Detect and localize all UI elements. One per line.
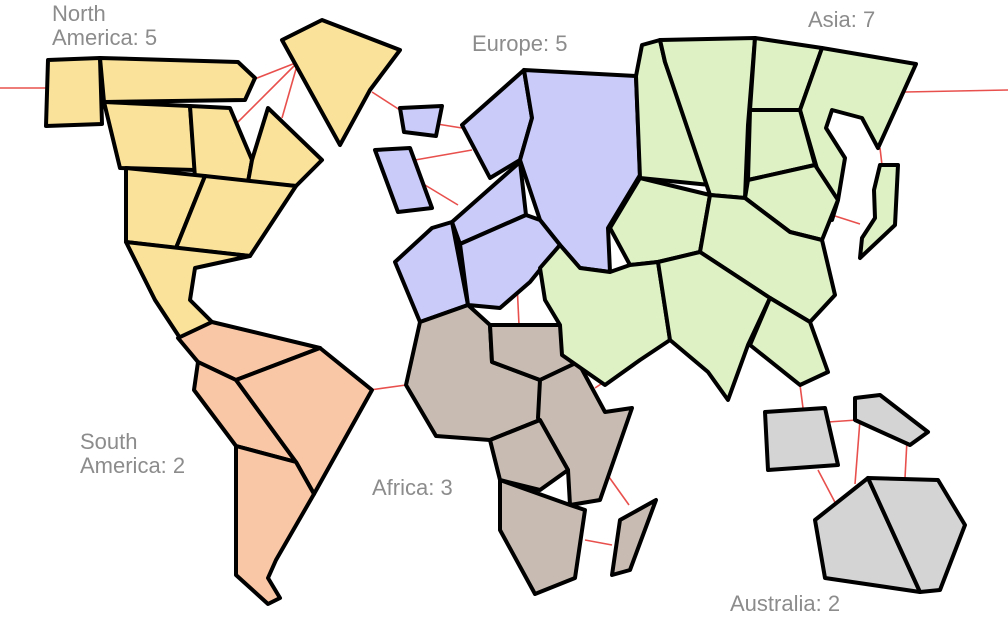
connection-line [904, 439, 908, 479]
territory-iceland[interactable] [398, 104, 444, 138]
territory-indonesia[interactable] [763, 406, 840, 472]
connection-line [369, 384, 407, 391]
australia-bonus: 2 [827, 591, 841, 616]
asia-bonus: 7 [863, 7, 876, 32]
connection-line [231, 61, 299, 129]
connection-line [436, 123, 463, 129]
connection-line [584, 539, 613, 546]
territory-argentina[interactable] [234, 444, 316, 606]
continent-label-australia: Australia: 2 [730, 591, 841, 616]
territory-siam[interactable] [748, 296, 830, 387]
continent-label-africa: Africa: 3 [372, 475, 453, 500]
continent-africa [404, 303, 658, 596]
australia-label-name: Australia [730, 591, 816, 616]
connection-line [827, 419, 858, 423]
connection-line [854, 419, 861, 485]
continent-south-america [176, 320, 374, 606]
territory-alberta[interactable] [102, 100, 197, 172]
territory-alaska[interactable] [44, 56, 104, 128]
europe-label-name: Europe [472, 31, 543, 56]
connection-lines [0, 61, 1008, 546]
connection-line [834, 215, 861, 225]
continent-asia [538, 36, 918, 402]
connection-line [281, 61, 299, 119]
territory-congo[interactable] [488, 418, 570, 492]
connection-line [371, 91, 404, 113]
territory-eastern-australia[interactable] [866, 476, 967, 594]
territory-new-guinea[interactable] [853, 393, 930, 447]
europe-bonus: 5 [555, 31, 568, 56]
africa-bonus: 3 [440, 475, 453, 500]
territory-madagascar[interactable] [610, 498, 658, 577]
territory-central-america[interactable] [124, 240, 252, 340]
territory-india[interactable] [656, 250, 772, 402]
territory-greenland[interactable] [280, 18, 402, 147]
territory-brazil[interactable] [234, 346, 374, 496]
north-america-label-line1: North [52, 1, 106, 26]
continent-label-north-america: North America: 5 [52, 2, 157, 50]
continent-label-europe: Europe: 5 [472, 31, 568, 56]
south-america-bonus: 2 [172, 453, 186, 478]
south-america-label-line1: South [80, 429, 138, 454]
territory-western-europe[interactable] [393, 220, 470, 324]
connection-line [817, 469, 839, 509]
connection-line [904, 89, 1008, 93]
continent-label-south-america: South America: 2 [80, 430, 185, 478]
connection-line [799, 384, 804, 409]
south-america-label-line2: America: 2 [80, 453, 186, 478]
continent-australia [763, 393, 967, 594]
africa-label-name: Africa [372, 475, 429, 500]
continent-label-asia: Asia: 7 [808, 7, 876, 32]
connection-line [251, 61, 299, 81]
connection-line [879, 147, 883, 166]
north-america-bonus: 5 [144, 25, 158, 50]
territory-northwest-territory[interactable] [98, 56, 257, 104]
territory-japan[interactable] [858, 163, 900, 260]
connection-line [414, 149, 473, 161]
territory-eastern-canada[interactable] [246, 106, 324, 188]
territory-south-africa[interactable] [498, 478, 587, 596]
north-america-label-line2: America: 5 [52, 25, 158, 50]
asia-label-name: Asia [808, 7, 851, 32]
continent-north-america [44, 18, 402, 340]
territory-great-britain[interactable] [373, 146, 434, 214]
connection-line [419, 181, 459, 206]
